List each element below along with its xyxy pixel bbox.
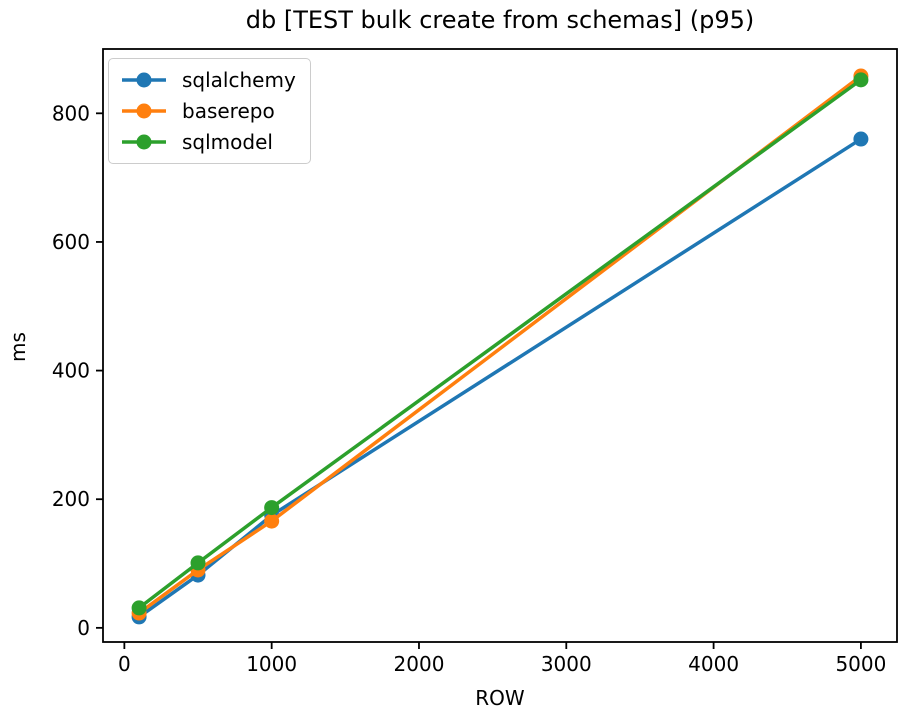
x-tick-label: 1000 bbox=[246, 652, 297, 676]
x-tick-label: 5000 bbox=[835, 652, 886, 676]
chart-title: db [TEST bulk create from schemas] (p95) bbox=[245, 6, 755, 34]
data-point-sqlmodel bbox=[131, 600, 147, 616]
axes-spines bbox=[102, 48, 898, 643]
series-line-baserepo bbox=[137, 74, 863, 615]
legend-item-sqlmodel: sqlmodel bbox=[119, 129, 296, 155]
data-point-sqlalchemy bbox=[853, 131, 869, 147]
legend: sqlalchemy baserepo sqlmodel bbox=[108, 58, 311, 164]
legend-marker-baserepo bbox=[122, 103, 166, 119]
y-tick-label: 600 bbox=[52, 230, 90, 254]
data-point-baserepo bbox=[264, 513, 280, 529]
x-tick-label: 3000 bbox=[541, 652, 592, 676]
x-tick-label: 4000 bbox=[688, 652, 739, 676]
legend-label-sqlalchemy: sqlalchemy bbox=[182, 68, 296, 92]
legend-item-sqlalchemy: sqlalchemy bbox=[119, 67, 296, 93]
legend-marker-sqlalchemy bbox=[122, 72, 166, 88]
legend-item-baserepo: baserepo bbox=[119, 98, 296, 124]
legend-label-baserepo: baserepo bbox=[182, 99, 275, 123]
x-axis-label: ROW bbox=[475, 686, 525, 710]
x-tick-label: 0 bbox=[118, 652, 131, 676]
legend-label-sqlmodel: sqlmodel bbox=[182, 130, 273, 154]
x-tick-label: 2000 bbox=[394, 652, 445, 676]
y-tick-label: 0 bbox=[77, 616, 90, 640]
series-line-sqlalchemy bbox=[137, 137, 863, 619]
y-tick-label: 400 bbox=[52, 359, 90, 383]
y-tick-label: 800 bbox=[52, 101, 90, 125]
series-line-sqlmodel bbox=[137, 78, 863, 610]
data-point-sqlmodel bbox=[853, 72, 869, 88]
data-point-sqlmodel bbox=[190, 555, 206, 571]
y-tick-label: 200 bbox=[52, 487, 90, 511]
data-point-sqlmodel bbox=[264, 500, 280, 516]
legend-marker-sqlmodel bbox=[122, 134, 166, 150]
